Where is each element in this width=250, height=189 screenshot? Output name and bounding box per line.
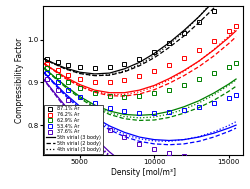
Legend: 87.1% Ar, 76.2% Ar, 62.9% Ar, 53.4% Ar, 37.6% Ar, 5th virial (3 body), 5th viria: 87.1% Ar, 76.2% Ar, 62.9% Ar, 53.4% Ar, … bbox=[44, 105, 102, 153]
Y-axis label: Compressibility Factor: Compressibility Factor bbox=[16, 38, 24, 123]
X-axis label: Density [mol/m³]: Density [mol/m³] bbox=[110, 168, 175, 177]
